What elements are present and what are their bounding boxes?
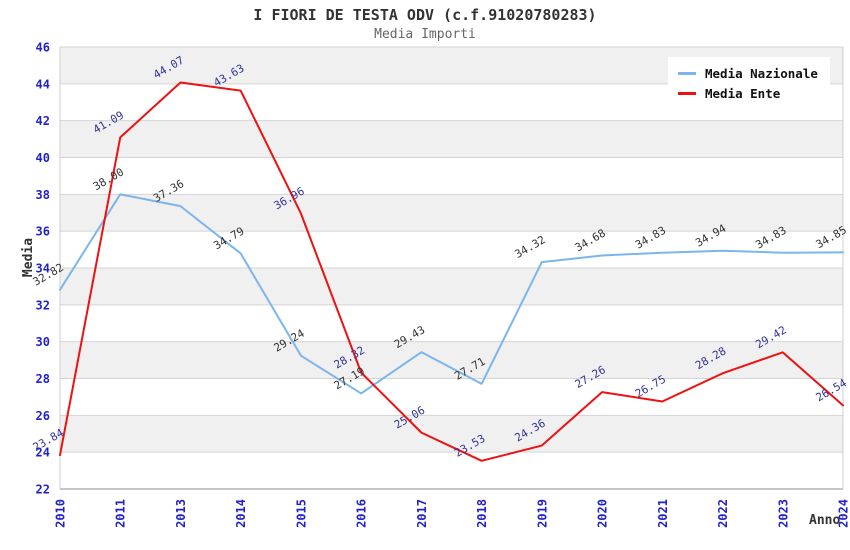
svg-text:2024: 2024 bbox=[837, 499, 850, 528]
svg-text:46: 46 bbox=[36, 41, 50, 55]
x-axis-title: Anno bbox=[809, 513, 841, 528]
svg-text:2011: 2011 bbox=[114, 499, 128, 528]
svg-text:26: 26 bbox=[36, 409, 50, 423]
svg-text:2020: 2020 bbox=[596, 499, 610, 528]
legend-label: Media Ente bbox=[705, 85, 781, 101]
axis-frame bbox=[59, 47, 844, 490]
svg-text:44: 44 bbox=[36, 77, 50, 91]
svg-text:38.00: 38.00 bbox=[91, 165, 126, 193]
svg-text:2016: 2016 bbox=[355, 499, 369, 528]
svg-text:2019: 2019 bbox=[535, 499, 549, 528]
svg-text:30: 30 bbox=[36, 335, 50, 349]
svg-text:24: 24 bbox=[36, 446, 50, 460]
legend-line-icon bbox=[678, 71, 696, 75]
svg-text:2015: 2015 bbox=[294, 499, 308, 528]
series-line-media-nazionale bbox=[59, 193, 844, 395]
svg-text:36: 36 bbox=[36, 225, 50, 239]
svg-text:2022: 2022 bbox=[716, 499, 730, 528]
svg-text:40: 40 bbox=[36, 151, 50, 165]
legend-label: Media Nazionale bbox=[705, 65, 818, 81]
chart-title: I FIORI DE TESTA ODV (c.f.91020780283) bbox=[253, 6, 597, 24]
svg-text:2018: 2018 bbox=[475, 499, 489, 528]
svg-text:42: 42 bbox=[36, 114, 50, 128]
legend-line-icon bbox=[678, 91, 696, 95]
legend: Media Nazionale Media Ente bbox=[668, 57, 830, 109]
svg-text:2021: 2021 bbox=[656, 499, 670, 528]
svg-text:2014: 2014 bbox=[234, 499, 248, 528]
svg-text:38: 38 bbox=[36, 188, 50, 202]
svg-text:32: 32 bbox=[36, 298, 50, 312]
legend-item-media-ente: Media Ente bbox=[678, 83, 818, 103]
svg-text:34.32: 34.32 bbox=[513, 233, 548, 261]
svg-text:2010: 2010 bbox=[54, 499, 68, 528]
svg-text:2023: 2023 bbox=[776, 499, 790, 528]
plot-bands bbox=[60, 47, 843, 453]
chart-subtitle: Media Importi bbox=[374, 27, 476, 42]
svg-text:34: 34 bbox=[36, 262, 50, 276]
svg-text:2017: 2017 bbox=[415, 499, 429, 528]
svg-text:28: 28 bbox=[36, 372, 50, 386]
svg-text:22: 22 bbox=[36, 483, 50, 497]
svg-text:2013: 2013 bbox=[174, 499, 188, 528]
svg-text:26.54: 26.54 bbox=[814, 376, 850, 404]
legend-item-media-nazionale: Media Nazionale bbox=[678, 63, 818, 83]
x-axis-ticks: 2010 2011 2013 2014 2015 2016 2017 2018 2019 2020… bbox=[54, 499, 850, 528]
series-line-media-ente bbox=[59, 81, 844, 462]
y-axis-ticks: 22 24 26 28 30 32 34 36 38 40 42 44 46 bbox=[36, 41, 50, 497]
y-axis-title: Media bbox=[21, 237, 37, 278]
